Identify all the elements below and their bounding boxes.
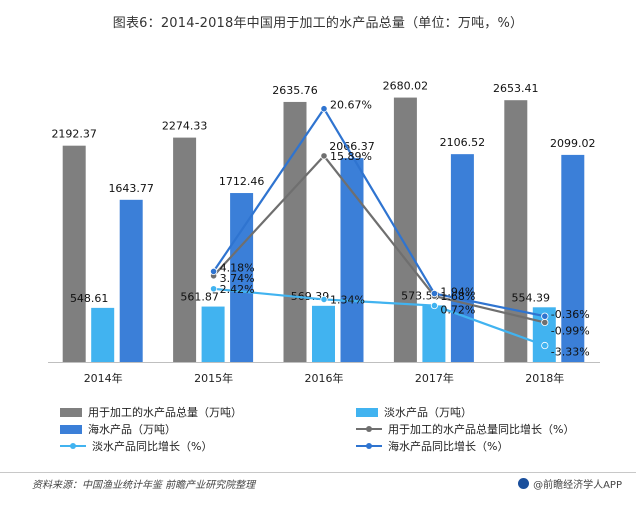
combo-chart: 2014年 2015年 2016年 2017年 2018年 2192.37 2274.33 2… xyxy=(48,80,600,385)
bar-label-sea-3: 2106.52 xyxy=(440,136,486,149)
bar-label-fresh-3: 573.50 xyxy=(401,289,440,302)
legend-item-total-growth: 用于加工的水产品总量同比增长（%） xyxy=(356,421,574,437)
legend-item-sea: 海水产品（万吨） xyxy=(60,421,176,437)
brand-credit: @前瞻经济学人APP xyxy=(518,476,622,491)
bar-label-fresh-1: 561.87 xyxy=(180,291,219,304)
bar-label-sea-4: 2099.02 xyxy=(550,137,596,150)
bar-label-total-3: 2680.02 xyxy=(383,80,429,93)
chart-title: 图表6：2014-2018年中国用于加工的水产品总量（单位：万吨，%） xyxy=(112,16,524,31)
line-label-total-growth-3: 1.68% xyxy=(440,290,475,303)
line-sea-growth xyxy=(212,107,546,318)
bar-fresh-3 xyxy=(422,305,446,362)
point-sea-growth-0 xyxy=(210,267,218,276)
legend-swatch-fresh xyxy=(356,407,378,417)
bar-label-sea-1: 1712.46 xyxy=(219,175,265,188)
line-label-fresh-growth-3: 0.72% xyxy=(440,304,475,317)
bar-label-sea-0: 1643.77 xyxy=(108,182,154,195)
brand-label: @前瞻经济学人APP xyxy=(533,480,622,491)
point-fresh-growth-0 xyxy=(210,285,218,293)
bar-label-total-1: 2274.33 xyxy=(162,120,208,133)
legend-label-sea-growth: 海水产品同比增长（%） xyxy=(388,440,509,453)
legend-swatch-sea-growth xyxy=(356,441,382,451)
point-total-growth-1 xyxy=(320,152,328,160)
point-fresh-growth-2 xyxy=(430,301,438,310)
legend-label-fresh: 淡水产品（万吨） xyxy=(384,406,472,419)
line-label-sea-growth-3: 1.94% xyxy=(440,286,475,299)
line-label-total-growth-1: 3.74% xyxy=(220,272,255,285)
legend-swatch-total-growth xyxy=(356,424,382,434)
bar-sea-2 xyxy=(340,158,364,362)
bar-sea-0 xyxy=(119,199,143,362)
x-tick-label-1: 2015年 xyxy=(194,371,233,385)
line-label-sea-growth-4: -0.36% xyxy=(551,308,590,321)
point-fresh-growth-1 xyxy=(320,295,328,304)
x-tick-label-0: 2014年 xyxy=(84,371,123,385)
legend-item-sea-growth: 海水产品同比增长（%） xyxy=(356,438,508,454)
line-label-total-growth-2: 15.89% xyxy=(330,150,372,163)
line-label-fresh-growth-1: 2.42% xyxy=(220,283,255,296)
legend-swatch-total xyxy=(60,407,82,417)
point-sea-growth-1 xyxy=(320,105,328,113)
x-tick-label-3: 2017年 xyxy=(415,371,454,385)
bar-total-1 xyxy=(173,137,197,362)
bar-label-fresh-0: 548.61 xyxy=(70,292,109,305)
line-label-total-growth-4: -0.99% xyxy=(551,324,590,337)
point-sea-growth-3 xyxy=(541,312,549,320)
legend-swatch-sea xyxy=(60,424,82,434)
legend-label-sea: 海水产品（万吨） xyxy=(88,423,176,436)
bar-sea-3 xyxy=(450,154,474,362)
line-label-sea-growth-1: 4.18% xyxy=(220,261,255,274)
line-label-fresh-growth-4: -3.33% xyxy=(551,346,590,359)
legend-label-total-growth: 用于加工的水产品总量同比增长（%） xyxy=(388,423,575,436)
legend-swatch-fresh-growth xyxy=(60,441,86,451)
line-label-fresh-growth-2: 1.34% xyxy=(330,293,365,306)
point-fresh-growth-3 xyxy=(541,341,549,350)
bar-label-sea-2: 2066.37 xyxy=(329,140,375,153)
legend-item-fresh-growth: 淡水产品同比增长（%） xyxy=(60,438,212,454)
brand-logo-icon xyxy=(518,478,530,489)
legend-label-fresh-growth: 淡水产品同比增长（%） xyxy=(92,440,213,453)
bar-label-total-0: 2192.37 xyxy=(51,128,97,141)
bar-label-total-4: 2653.41 xyxy=(493,82,539,95)
bar-fresh-1 xyxy=(201,306,225,362)
point-sea-growth-2 xyxy=(430,289,438,298)
bar-label-total-2: 2635.76 xyxy=(272,84,318,97)
line-fresh-growth xyxy=(213,287,546,347)
bar-sea-1 xyxy=(230,193,254,362)
bar-total-4 xyxy=(504,100,528,363)
bar-label-fresh-4: 554.39 xyxy=(512,291,551,304)
x-tick-label-4: 2018年 xyxy=(525,371,564,385)
legend-item-fresh: 淡水产品（万吨） xyxy=(356,404,472,420)
bar-fresh-0 xyxy=(91,307,115,362)
bar-fresh-2 xyxy=(312,305,335,362)
footer-divider xyxy=(0,472,636,473)
line-label-sea-growth-2: 20.67% xyxy=(330,99,372,112)
source-note: 资料来源：中国渔业统计年鉴 前瞻产业研究院整理 xyxy=(32,480,256,491)
bar-sea-4 xyxy=(561,154,585,362)
x-tick-label-2: 2016年 xyxy=(305,371,344,385)
bar-total-0 xyxy=(62,145,86,362)
line-total-growth xyxy=(212,154,546,324)
legend-item-total: 用于加工的水产品总量（万吨） xyxy=(60,404,242,420)
point-total-growth-3 xyxy=(541,318,549,327)
legend-label-total: 用于加工的水产品总量（万吨） xyxy=(88,406,242,419)
bar-total-3 xyxy=(393,97,417,363)
